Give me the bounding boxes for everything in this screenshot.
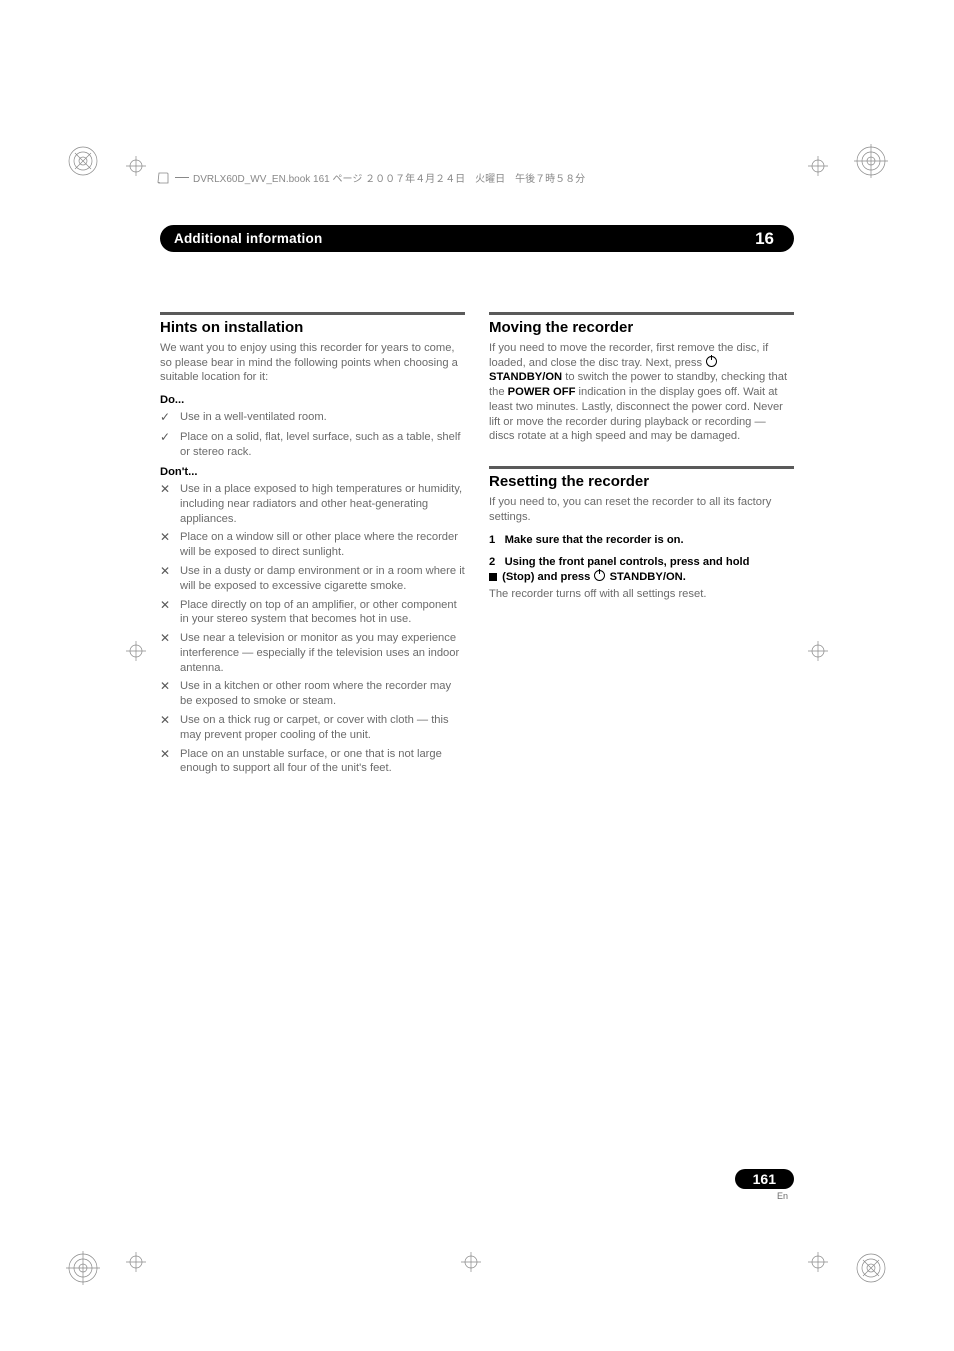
power-icon [706, 356, 717, 367]
left-column: Hints on installation We want you to enj… [160, 312, 465, 780]
cross-icon: ✕ [160, 530, 180, 560]
do-item: ✓Use in a well-ventilated room. [160, 410, 465, 426]
reset-heading: Resetting the recorder [489, 472, 794, 492]
book-icon [157, 171, 171, 185]
check-icon: ✓ [160, 410, 180, 426]
reset-step-2: 2 Using the front panel controls, press … [489, 555, 794, 585]
hints-intro: We want you to enjoy using this recorder… [160, 341, 465, 385]
stop-icon [489, 573, 497, 581]
chapter-number: 16 [743, 229, 786, 249]
dont-item: ✕Use in a dusty or damp environment or i… [160, 564, 465, 594]
reg-bl [125, 1251, 147, 1273]
dont-item: ✕Use near a television or monitor as you… [160, 631, 465, 675]
moving-heading: Moving the recorder [489, 318, 794, 338]
book-file-text: DVRLX60D_WV_EN.book 161 ページ ２００７年４月２４日 火… [193, 170, 585, 185]
reg-mr [807, 640, 829, 662]
chapter-header: Additional information 16 [160, 225, 794, 252]
dont-heading: Don't... [160, 465, 465, 480]
page-lang: En [735, 1191, 794, 1201]
cross-icon: ✕ [160, 679, 180, 709]
cross-icon: ✕ [160, 631, 180, 675]
do-heading: Do... [160, 393, 465, 408]
reg-ml [125, 640, 147, 662]
power-icon [594, 570, 605, 581]
dont-item: ✕Use in a kitchen or other room where th… [160, 679, 465, 709]
page-content: Additional information 16 Hints on insta… [160, 225, 794, 780]
do-item: ✓Place on a solid, flat, level surface, … [160, 430, 465, 460]
cross-icon: ✕ [160, 482, 180, 526]
reg-br [807, 1251, 829, 1273]
reset-after: The recorder turns off with all settings… [489, 587, 794, 602]
right-column: Moving the recorder If you need to move … [489, 312, 794, 780]
cross-icon: ✕ [160, 747, 180, 777]
printers-mark-bl [60, 1245, 106, 1291]
printers-mark-br [848, 1245, 894, 1291]
chapter-title: Additional information [174, 231, 733, 246]
moving-paragraph: If you need to move the recorder, first … [489, 341, 794, 444]
book-file-header: DVRLX60D_WV_EN.book 161 ページ ２００７年４月２４日 火… [157, 170, 585, 185]
reset-step-1: 1 Make sure that the recorder is on. [489, 533, 794, 548]
cross-icon: ✕ [160, 598, 180, 628]
dont-item: ✕Place directly on top of an amplifier, … [160, 598, 465, 628]
page-number-badge: 161 En [735, 1169, 794, 1201]
dont-item: ✕Use in a place exposed to high temperat… [160, 482, 465, 526]
reg-tl [125, 155, 147, 177]
dont-item: ✕Place on a window sill or other place w… [160, 530, 465, 560]
reg-tr [807, 155, 829, 177]
dont-item: ✕Use on a thick rug or carpet, or cover … [160, 713, 465, 743]
page-number: 161 [735, 1169, 794, 1189]
dont-item: ✕Place on an unstable surface, or one th… [160, 747, 465, 777]
hints-heading: Hints on installation [160, 318, 465, 338]
cross-icon: ✕ [160, 564, 180, 594]
check-icon: ✓ [160, 430, 180, 460]
cross-icon: ✕ [160, 713, 180, 743]
printers-mark-tl [60, 138, 106, 184]
printers-mark-tr [848, 138, 894, 184]
reset-intro: If you need to, you can reset the record… [489, 495, 794, 525]
reg-bc [460, 1251, 482, 1273]
